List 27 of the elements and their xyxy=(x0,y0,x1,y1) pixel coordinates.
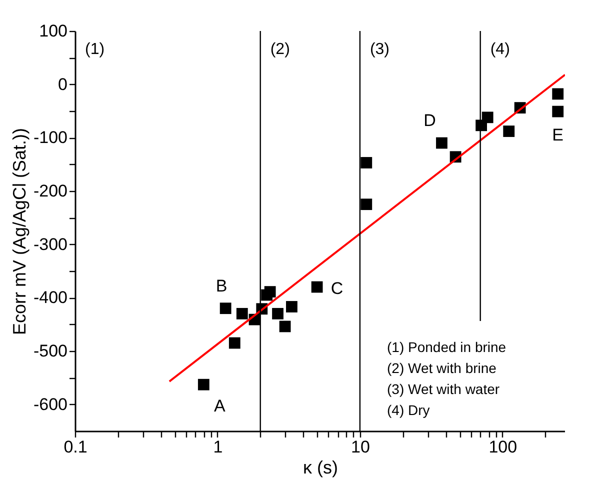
annotation: (2) xyxy=(270,41,290,58)
y-tick-label: -300 xyxy=(33,234,68,254)
x-tick-label: 1 xyxy=(213,438,223,456)
y-tick-label: -100 xyxy=(33,128,68,148)
x-axis-title: κ (s) xyxy=(303,458,338,478)
y-tick-label: 0 xyxy=(58,74,68,94)
annotation: (4) xyxy=(490,41,510,58)
annotation: A xyxy=(214,396,226,416)
annotation: C xyxy=(330,279,344,298)
annotation: (4) Dry xyxy=(387,402,430,418)
y-axis-title: Ecorr mV (Ag/AgCl (Sat.)) xyxy=(9,128,30,336)
x-tick-label: 10 xyxy=(350,438,370,456)
annotation: (1) xyxy=(85,41,105,58)
x-tick-label: 0.1 xyxy=(64,438,88,456)
y-tick-label: -400 xyxy=(33,288,68,308)
y-tick-label: -200 xyxy=(33,182,68,200)
annotation: (3) xyxy=(370,41,390,58)
x-tick-label: 100 xyxy=(488,438,518,456)
annotation: (1) Ponded in brine xyxy=(387,339,506,355)
y-tick-label: -600 xyxy=(33,394,68,414)
annotation: B xyxy=(216,276,228,296)
annotation: (2) Wet with brine xyxy=(387,360,497,376)
y-tick-label: -500 xyxy=(33,342,68,360)
y-tick-label: 100 xyxy=(39,22,68,40)
annotation: D xyxy=(424,111,436,130)
annotation: (3) Wet with water xyxy=(387,381,500,397)
annotation: E xyxy=(552,126,564,145)
